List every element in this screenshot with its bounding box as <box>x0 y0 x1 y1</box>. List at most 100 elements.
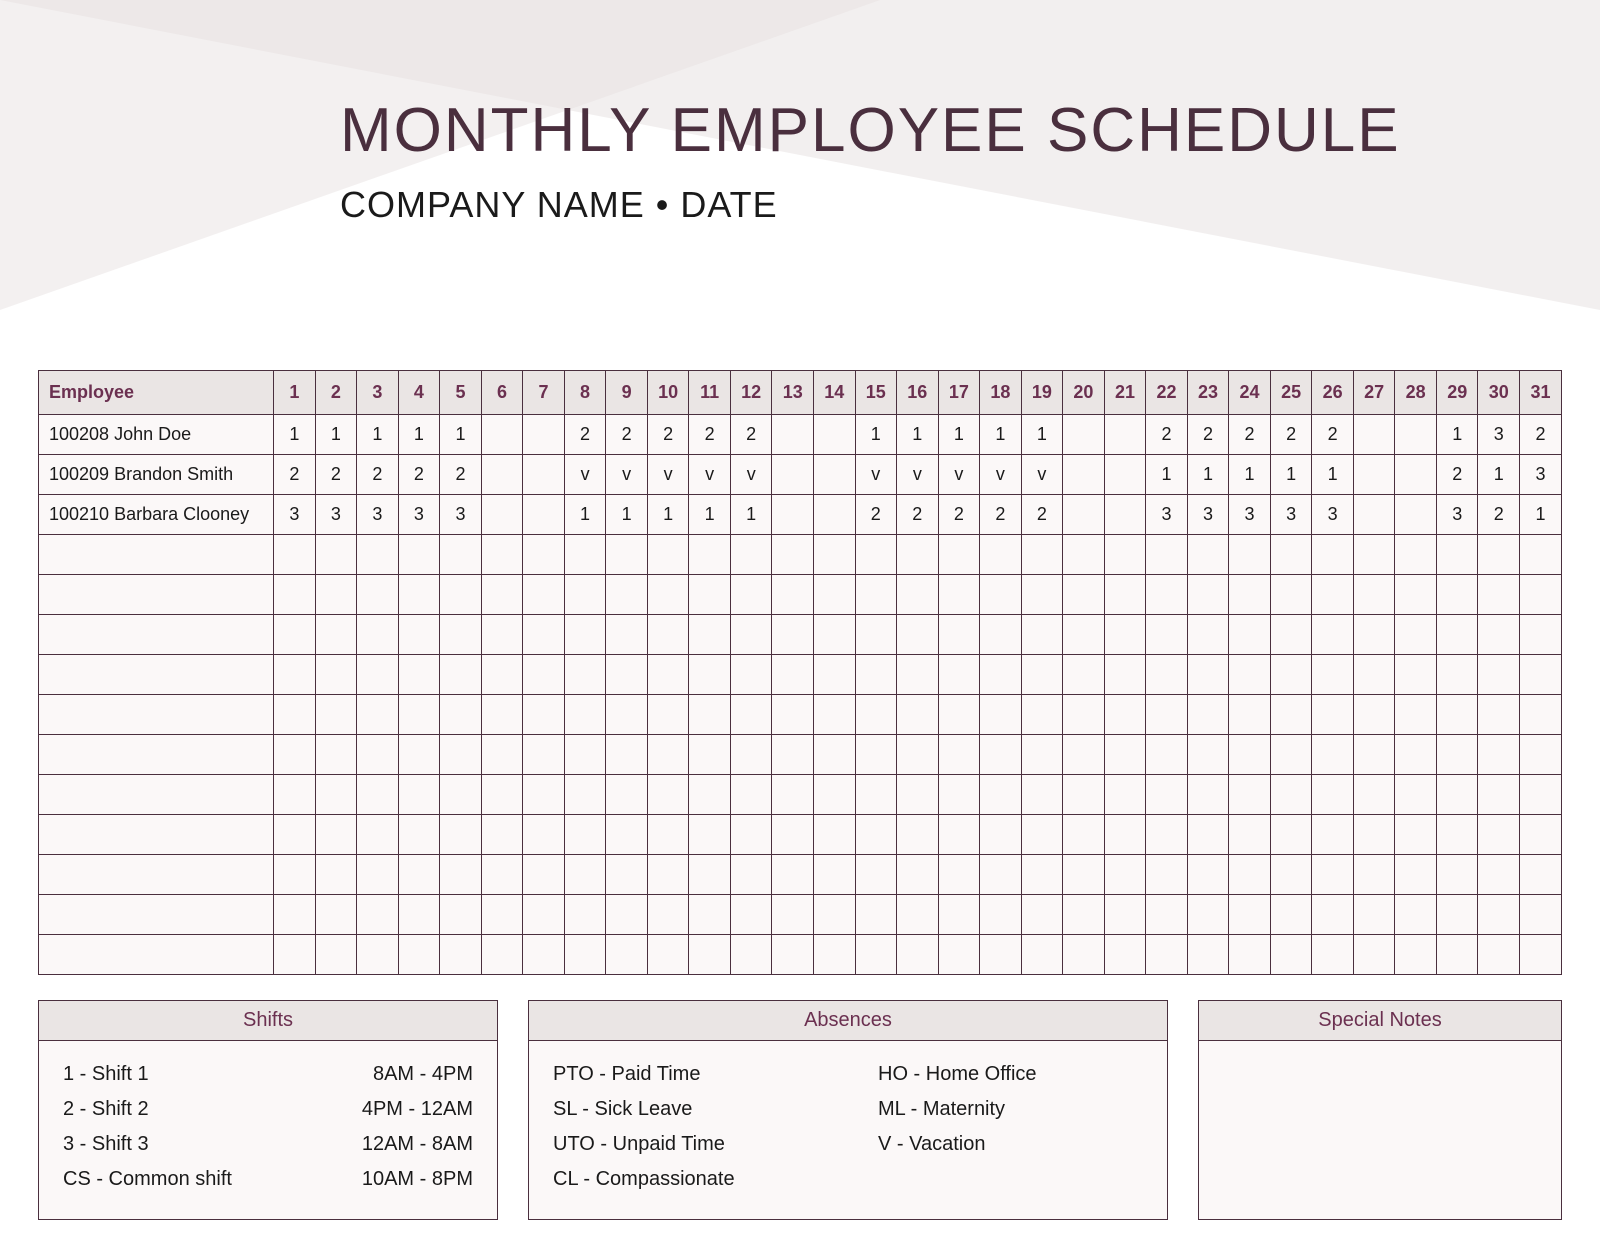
schedule-cell <box>315 935 357 975</box>
shift-legend-item: 3 - Shift 312AM - 8AM <box>63 1127 473 1162</box>
schedule-cell <box>1395 695 1437 735</box>
schedule-cell <box>1270 775 1312 815</box>
schedule-cell <box>1312 575 1354 615</box>
schedule-cell <box>481 615 523 655</box>
absence-item: CL - Compassionate <box>553 1162 818 1197</box>
schedule-cell <box>1478 655 1520 695</box>
schedule-cell <box>1436 775 1478 815</box>
schedule-cell <box>1353 935 1395 975</box>
schedule-cell <box>1146 935 1188 975</box>
schedule-cell <box>274 575 316 615</box>
schedule-cell: 2 <box>606 415 648 455</box>
schedule-cell <box>980 935 1022 975</box>
schedule-cell <box>315 735 357 775</box>
employee-name-cell: 100210 Barbara Clooney <box>39 495 274 535</box>
schedule-cell <box>1146 895 1188 935</box>
schedule-cell <box>523 655 565 695</box>
schedule-cell <box>1270 615 1312 655</box>
schedule-body: 100208 John Doe1111122222111112222213210… <box>39 415 1562 975</box>
schedule-cell <box>1229 615 1271 655</box>
schedule-cell <box>1187 575 1229 615</box>
schedule-cell: 3 <box>1312 495 1354 535</box>
schedule-cell <box>1312 655 1354 695</box>
schedule-cell: 1 <box>647 495 689 535</box>
schedule-cell: 2 <box>440 455 482 495</box>
schedule-cell <box>1187 775 1229 815</box>
schedule-cell <box>730 695 772 735</box>
shift-label: 3 - Shift 3 <box>63 1133 149 1156</box>
schedule-cell <box>647 855 689 895</box>
day-header: 20 <box>1063 371 1105 415</box>
schedule-cell <box>523 775 565 815</box>
schedule-cell <box>1063 815 1105 855</box>
schedule-cell: v <box>647 455 689 495</box>
schedule-cell <box>1063 415 1105 455</box>
schedule-cell <box>730 895 772 935</box>
day-header: 13 <box>772 371 814 415</box>
schedule-cell <box>1270 655 1312 695</box>
schedule-cell <box>897 895 939 935</box>
schedule-cell <box>1229 895 1271 935</box>
schedule-cell <box>274 655 316 695</box>
schedule-cell <box>315 535 357 575</box>
notes-legend: Special Notes <box>1198 1000 1562 1220</box>
schedule-cell <box>357 615 399 655</box>
schedule-cell <box>1146 775 1188 815</box>
schedule-cell <box>1312 695 1354 735</box>
employee-name-cell <box>39 735 274 775</box>
schedule-cell <box>1436 895 1478 935</box>
schedule-cell <box>398 815 440 855</box>
schedule-cell <box>1520 575 1562 615</box>
schedule-cell <box>647 815 689 855</box>
schedule-cell: 1 <box>398 415 440 455</box>
schedule-cell <box>523 735 565 775</box>
schedule-cell <box>813 615 855 655</box>
shifts-legend-body: 1 - Shift 18AM - 4PM2 - Shift 24PM - 12A… <box>39 1041 497 1219</box>
schedule-cell <box>1395 415 1437 455</box>
schedule-cell <box>647 775 689 815</box>
schedule-cell: 1 <box>274 415 316 455</box>
day-header: 7 <box>523 371 565 415</box>
schedule-cell <box>1395 535 1437 575</box>
schedule-cell <box>1229 855 1271 895</box>
absence-item: ML - Maternity <box>878 1092 1143 1127</box>
schedule-cell <box>730 655 772 695</box>
schedule-cell <box>274 535 316 575</box>
schedule-cell <box>1270 855 1312 895</box>
day-header: 9 <box>606 371 648 415</box>
day-header: 3 <box>357 371 399 415</box>
schedule-cell <box>855 535 897 575</box>
schedule-cell <box>1520 895 1562 935</box>
schedule-cell <box>980 815 1022 855</box>
schedule-cell <box>1520 655 1562 695</box>
schedule-cell <box>357 775 399 815</box>
day-header: 17 <box>938 371 980 415</box>
schedule-cell <box>398 895 440 935</box>
schedule-cell <box>606 895 648 935</box>
schedule-cell <box>274 815 316 855</box>
schedule-cell <box>606 735 648 775</box>
schedule-cell <box>689 575 731 615</box>
schedule-cell <box>813 415 855 455</box>
schedule-cell <box>564 575 606 615</box>
shifts-legend: Shifts 1 - Shift 18AM - 4PM2 - Shift 24P… <box>38 1000 498 1220</box>
schedule-cell <box>855 935 897 975</box>
shift-time: 4PM - 12AM <box>362 1098 473 1121</box>
schedule-cell <box>315 815 357 855</box>
schedule-cell <box>440 535 482 575</box>
schedule-cell <box>523 575 565 615</box>
schedule-cell <box>440 615 482 655</box>
schedule-cell <box>274 895 316 935</box>
schedule-cell <box>1395 855 1437 895</box>
schedule-cell <box>357 895 399 935</box>
schedule-cell <box>1229 935 1271 975</box>
schedule-cell <box>980 735 1022 775</box>
schedule-cell <box>606 855 648 895</box>
schedule-cell <box>481 775 523 815</box>
schedule-cell <box>772 775 814 815</box>
schedule-cell <box>398 935 440 975</box>
schedule-cell <box>523 695 565 735</box>
schedule-cell: 1 <box>1229 455 1271 495</box>
schedule-cell <box>772 815 814 855</box>
schedule-cell <box>855 575 897 615</box>
